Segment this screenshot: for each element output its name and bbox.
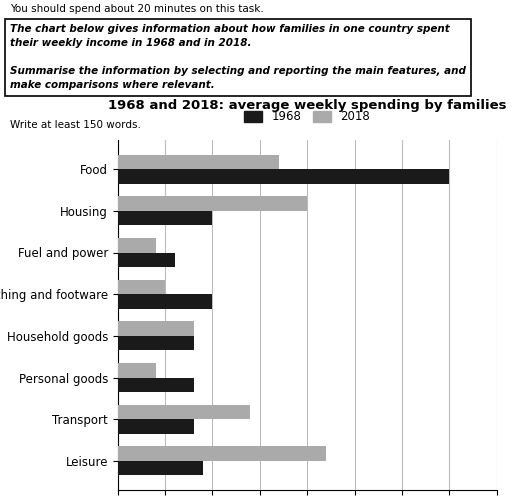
Bar <box>118 238 156 252</box>
Legend: 1968, 2018: 1968, 2018 <box>240 106 375 128</box>
Bar <box>118 196 307 211</box>
Bar <box>118 446 326 461</box>
Bar <box>118 169 450 184</box>
Bar <box>118 404 250 419</box>
Bar <box>118 363 156 378</box>
Bar <box>118 378 194 392</box>
Bar <box>118 294 212 309</box>
Bar <box>118 211 212 226</box>
Bar <box>118 280 165 294</box>
Text: You should spend about 20 minutes on this task.: You should spend about 20 minutes on thi… <box>10 4 264 14</box>
Bar <box>118 252 175 267</box>
Bar <box>118 322 194 336</box>
Bar <box>118 336 194 350</box>
Bar <box>118 419 194 434</box>
Text: The chart below gives information about how families in one country spent
their : The chart below gives information about … <box>10 24 466 90</box>
Title: 1968 and 2018: average weekly spending by families: 1968 and 2018: average weekly spending b… <box>108 100 506 112</box>
Text: Write at least 150 words.: Write at least 150 words. <box>10 120 141 130</box>
Bar <box>118 461 203 475</box>
Bar <box>118 154 279 169</box>
